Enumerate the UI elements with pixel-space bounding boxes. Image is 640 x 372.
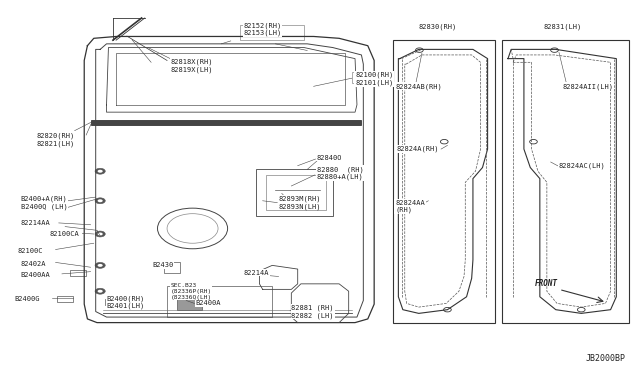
- Text: 82214A: 82214A: [244, 270, 269, 276]
- Text: 82893M(RH)
82893N(LH): 82893M(RH) 82893N(LH): [278, 196, 321, 209]
- Text: 82152(RH)
82153(LH): 82152(RH) 82153(LH): [244, 22, 282, 36]
- Text: B2400+A(RH)
B2400Q (LH): B2400+A(RH) B2400Q (LH): [20, 196, 67, 209]
- Text: 82880  (RH)
82880+A(LH): 82880 (RH) 82880+A(LH): [317, 166, 364, 180]
- Polygon shape: [177, 297, 202, 310]
- Circle shape: [95, 231, 105, 237]
- Circle shape: [98, 290, 102, 293]
- Text: 82830(RH): 82830(RH): [419, 24, 457, 31]
- Text: 82100C: 82100C: [17, 248, 43, 254]
- Text: B2400(RH)
B2401(LH): B2400(RH) B2401(LH): [106, 295, 145, 309]
- Text: 82214AA: 82214AA: [20, 220, 51, 226]
- Text: B2430: B2430: [152, 262, 173, 268]
- Circle shape: [98, 232, 102, 235]
- Circle shape: [98, 264, 102, 267]
- Circle shape: [95, 198, 105, 204]
- Bar: [70, 270, 86, 276]
- Text: B2400AA: B2400AA: [20, 272, 51, 278]
- Text: B2400A: B2400A: [196, 301, 221, 307]
- Text: SEC.B23
(82336P(RH)
(82336Q(LH): SEC.B23 (82336P(RH) (82336Q(LH): [170, 283, 211, 299]
- Text: 82824AC(LH): 82824AC(LH): [559, 163, 605, 169]
- Text: B2400G: B2400G: [14, 296, 40, 302]
- Text: JB2000BP: JB2000BP: [586, 354, 626, 363]
- Text: 82818X(RH)
82819X(LH): 82818X(RH) 82819X(LH): [170, 59, 212, 73]
- Text: 82824A(RH): 82824A(RH): [396, 146, 439, 152]
- Text: 82831(LH): 82831(LH): [543, 24, 581, 31]
- Circle shape: [95, 262, 105, 268]
- Text: FRONT: FRONT: [534, 279, 558, 288]
- Bar: [58, 296, 73, 302]
- Text: 82824AA
(RH): 82824AA (RH): [395, 199, 425, 213]
- Circle shape: [95, 168, 105, 174]
- Bar: [105, 299, 120, 305]
- Text: 82881 (RH)
82882 (LH): 82881 (RH) 82882 (LH): [291, 305, 334, 318]
- Text: 82824AII(LH): 82824AII(LH): [562, 83, 613, 90]
- Text: 82100(RH)
82101(LH): 82100(RH) 82101(LH): [355, 72, 394, 86]
- Text: 82840O: 82840O: [317, 155, 342, 161]
- Circle shape: [95, 288, 105, 294]
- Text: 82402A: 82402A: [20, 260, 46, 266]
- Text: 82100CA: 82100CA: [49, 231, 79, 237]
- Circle shape: [98, 170, 102, 173]
- Polygon shape: [91, 119, 362, 125]
- Text: 82820(RH)
82821(LH): 82820(RH) 82821(LH): [36, 133, 75, 147]
- Text: 82824AB(RH): 82824AB(RH): [395, 83, 442, 90]
- Circle shape: [98, 199, 102, 202]
